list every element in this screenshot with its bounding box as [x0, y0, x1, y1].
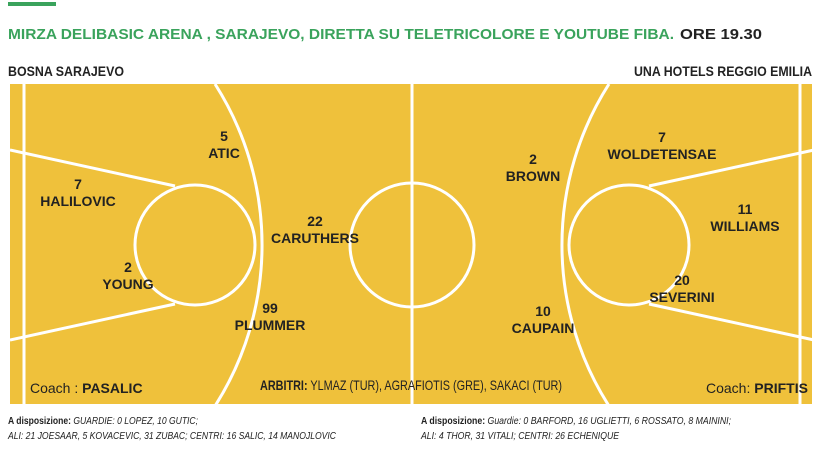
home-bench: A disposizione: GUARDIE: 0 LOPEZ, 10 GUT…	[8, 416, 198, 427]
player-name: YOUNG	[102, 276, 153, 292]
player-name: CAUPAIN	[512, 320, 575, 336]
player-number: 11	[738, 201, 753, 217]
key-line	[10, 148, 176, 188]
away-coach: Coach: PRIFTIS	[706, 380, 808, 396]
key-line	[10, 302, 176, 342]
away-bench: A disposizione: Guardie: 0 BARFORD, 16 U…	[421, 416, 731, 427]
home-coach: Coach : PASALIC	[30, 380, 143, 396]
court	[10, 84, 812, 404]
free-throw-circle	[567, 183, 691, 307]
center-circle	[348, 181, 476, 309]
player-number: 22	[307, 213, 323, 229]
player-name: WOLDETENSAE	[608, 146, 717, 162]
player-number: 2	[124, 259, 132, 275]
coach-name: PASALIC	[82, 380, 142, 396]
player-number: 2	[529, 151, 537, 167]
coach-label: Coach :	[30, 380, 78, 396]
bench-guards: GUARDIE: 0 LOPEZ, 10 GUTIC;	[73, 416, 198, 427]
home-team: BOSNA SARAJEVO	[8, 63, 124, 79]
time: ORE 19.30	[680, 26, 762, 43]
referees: ARBITRI: YLMAZ (TUR), AGRAFIOTIS (GRE), …	[260, 377, 562, 393]
player-number: 20	[674, 272, 690, 288]
player-number: 7	[658, 129, 666, 145]
player-name: HALILOVIC	[40, 193, 115, 209]
player-name: ATIC	[208, 145, 240, 161]
player-number: 10	[535, 303, 551, 319]
player-name: WILLIAMS	[710, 218, 779, 234]
venue: MIRZA DELIBASIC ARENA , SARAJEVO, DIRETT…	[8, 26, 674, 43]
three-point-arc	[560, 84, 611, 404]
coach-label: Coach:	[706, 380, 750, 396]
bench-label: A disposizione:	[8, 416, 71, 427]
player-name: BROWN	[506, 168, 560, 184]
player-number: 5	[220, 128, 228, 144]
key-line	[648, 302, 812, 342]
bench-guards: Guardie: 0 BARFORD, 16 UGLIETTI, 6 ROSSA…	[488, 416, 732, 427]
key-line	[648, 148, 812, 188]
free-throw-circle	[133, 183, 257, 307]
away-bench-line: ALI: 4 THOR, 31 VITALI; CENTRI: 26 ECHEN…	[420, 431, 619, 442]
bench-label: A disposizione:	[421, 416, 485, 427]
three-point-arc	[213, 84, 264, 404]
player-name: PLUMMER	[235, 317, 306, 333]
accent-bar	[8, 2, 56, 6]
away-team: UNA HOTELS REGGIO EMILIA	[634, 63, 812, 79]
player-name: SEVERINI	[649, 289, 714, 305]
referees-names: YLMAZ (TUR), AGRAFIOTIS (GRE), SAKACI (T…	[310, 377, 562, 393]
home-bench-line: ALI: 21 JOESAAR, 5 KOVACEVIC, 31 ZUBAC; …	[7, 431, 337, 442]
player-number: 7	[74, 176, 82, 192]
coach-name: PRIFTIS	[754, 380, 808, 396]
referees-label: ARBITRI:	[260, 377, 308, 393]
player-name: CARUTHERS	[271, 230, 359, 246]
player-number: 99	[262, 300, 278, 316]
